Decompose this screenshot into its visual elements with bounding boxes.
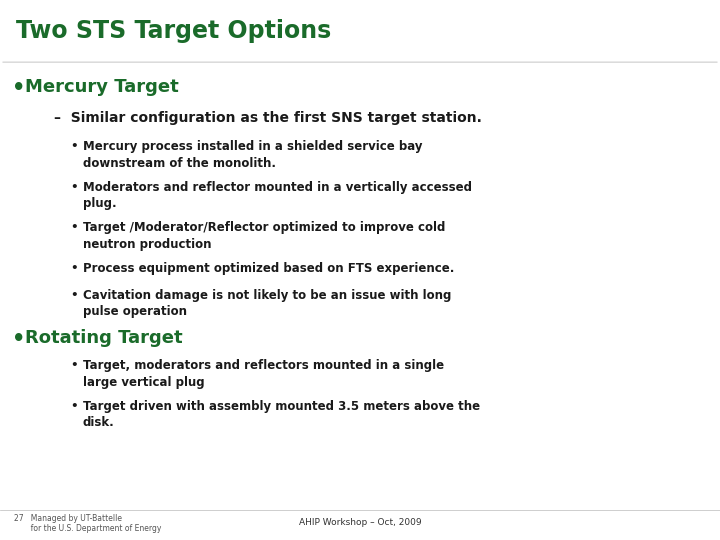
- Text: Process equipment optimized based on FTS experience.: Process equipment optimized based on FTS…: [83, 262, 454, 275]
- Text: •: •: [70, 400, 78, 413]
- Text: •: •: [70, 262, 78, 275]
- Text: •: •: [70, 140, 78, 153]
- Text: •: •: [70, 359, 78, 372]
- Text: •: •: [12, 329, 26, 349]
- Text: •: •: [12, 78, 26, 98]
- Text: Mercury process installed in a shielded service bay
downstream of the monolith.: Mercury process installed in a shielded …: [83, 140, 423, 170]
- Text: Rotating Target: Rotating Target: [25, 329, 183, 347]
- Text: Target, moderators and reflectors mounted in a single
large vertical plug: Target, moderators and reflectors mounte…: [83, 359, 444, 389]
- Text: –  Similar configuration as the first SNS target station.: – Similar configuration as the first SNS…: [54, 111, 482, 125]
- Text: Moderators and reflector mounted in a vertically accessed
plug.: Moderators and reflector mounted in a ve…: [83, 181, 472, 211]
- Text: •: •: [70, 221, 78, 234]
- Text: Cavitation damage is not likely to be an issue with long
pulse operation: Cavitation damage is not likely to be an…: [83, 289, 451, 319]
- Text: 27   Managed by UT-Battelle
       for the U.S. Department of Energy: 27 Managed by UT-Battelle for the U.S. D…: [14, 514, 162, 534]
- Text: Two STS Target Options: Two STS Target Options: [16, 19, 331, 43]
- Text: Target driven with assembly mounted 3.5 meters above the
disk.: Target driven with assembly mounted 3.5 …: [83, 400, 480, 429]
- Text: Mercury Target: Mercury Target: [25, 78, 179, 96]
- Text: AHIP Workshop – Oct, 2009: AHIP Workshop – Oct, 2009: [299, 518, 421, 528]
- Text: •: •: [70, 289, 78, 302]
- Text: •: •: [70, 181, 78, 194]
- Text: Target /Moderator/Reflector optimized to improve cold
neutron production: Target /Moderator/Reflector optimized to…: [83, 221, 445, 251]
